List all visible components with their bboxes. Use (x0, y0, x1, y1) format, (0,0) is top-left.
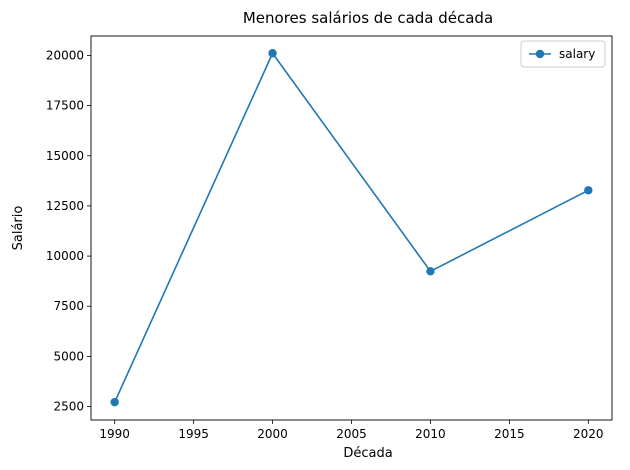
y-tick-label: 7500 (53, 299, 84, 313)
data-point (110, 397, 119, 407)
y-tick-label: 5000 (53, 349, 84, 363)
data-point (584, 186, 593, 195)
x-tick-label: 2010 (415, 427, 446, 441)
legend-label: salary (559, 47, 595, 61)
y-tick-label: 17500 (46, 99, 84, 113)
data-point (426, 267, 435, 276)
x-tick-label: 2015 (494, 427, 525, 441)
y-axis-label: Salário (11, 206, 26, 251)
x-tick-label: 1995 (178, 427, 209, 441)
series-line-salary (113, 52, 589, 403)
y-tick-label: 15000 (46, 149, 84, 163)
axes-frame (90, 35, 613, 421)
y-tick-label: 12500 (46, 199, 84, 213)
x-axis-label: Década (343, 446, 392, 461)
x-tick-label: 2020 (573, 427, 604, 441)
y-tick-label: 20000 (46, 48, 84, 62)
y-tick-label: 10000 (46, 249, 84, 263)
legend-box (520, 40, 606, 68)
y-tick-label: 2500 (53, 400, 84, 414)
x-tick-label: 2000 (257, 427, 288, 441)
legend-marker-swatch (535, 49, 545, 59)
chart-title: Menores salários de cada década (243, 9, 493, 27)
x-tick-label: 1990 (99, 427, 130, 441)
x-tick-label: 2005 (336, 427, 367, 441)
data-point (268, 49, 277, 58)
plot-area: 1990 1995 2000 2005 2010 2015 2020 2500 5000 7500… (46, 35, 613, 441)
